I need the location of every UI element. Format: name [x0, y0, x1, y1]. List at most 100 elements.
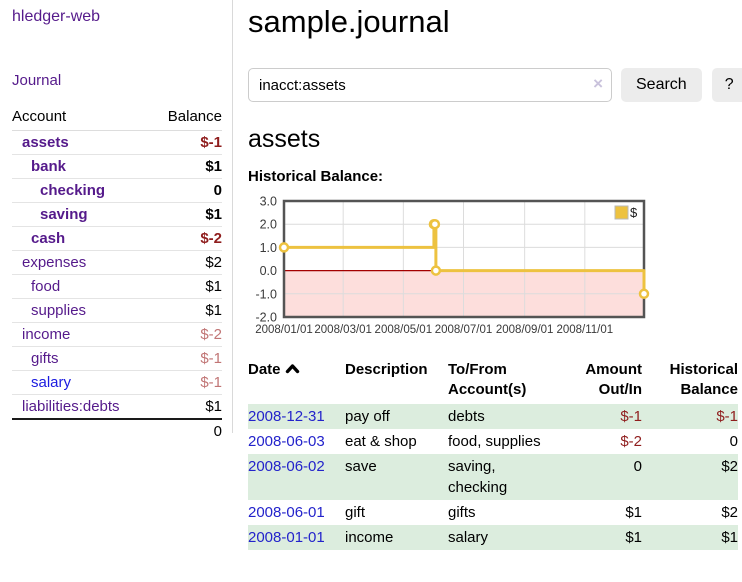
- register-header-description: Description: [345, 361, 428, 378]
- x-tick-label: 2008/01/01: [255, 324, 313, 336]
- data-point: [638, 288, 650, 300]
- register-header-accounts: To/From Account(s): [448, 361, 527, 398]
- register-header-date[interactable]: Date: [248, 360, 345, 404]
- transaction-amount: $-2: [620, 433, 642, 450]
- search-input[interactable]: [248, 68, 612, 102]
- accounts-header-balance: Balance: [151, 105, 222, 131]
- y-tick-label: -1.0: [255, 287, 277, 301]
- transaction-balance: 0: [729, 433, 738, 450]
- account-balance: $1: [151, 394, 222, 419]
- y-tick-label: 3.0: [260, 195, 277, 209]
- account-row: salary $-1: [12, 370, 222, 395]
- account-link[interactable]: food: [31, 278, 61, 295]
- transaction-row[interactable]: 2008-01-01 income salary $1 $1: [248, 525, 738, 550]
- transaction-date-link[interactable]: 2008-06-02: [248, 458, 325, 475]
- transaction-description: save: [345, 454, 448, 500]
- transaction-description: income: [345, 525, 448, 550]
- main-content: sample.journal × Search ? assets Histori…: [233, 0, 742, 550]
- account-row: liabilities:debts $1: [12, 394, 222, 419]
- transaction-row[interactable]: 2008-06-02 save saving, checking 0 $2: [248, 454, 738, 500]
- account-link[interactable]: saving: [40, 206, 88, 223]
- legend-swatch: [614, 205, 629, 220]
- account-link[interactable]: income: [22, 326, 71, 343]
- transaction-amount: $-1: [560, 404, 642, 429]
- transaction-balance: $2: [721, 504, 738, 521]
- legend-label: $: [630, 205, 638, 220]
- account-row: cash $-2: [12, 226, 222, 251]
- transaction-description: pay off: [345, 404, 448, 429]
- register-table: Date Description To/From Account(s) Amou…: [248, 360, 738, 550]
- data-point: [430, 265, 442, 276]
- transaction-accounts: salary: [448, 525, 560, 550]
- transaction-row[interactable]: 2008-12-31 pay off debts $-1 $-1: [248, 404, 738, 429]
- account-balance: $-1: [200, 134, 222, 151]
- account-balance: $-2: [151, 226, 222, 251]
- sort-ascending-icon: [285, 364, 299, 374]
- transaction-accounts: debts: [448, 404, 560, 429]
- search-button[interactable]: Search: [621, 68, 702, 102]
- transaction-amount: 0: [560, 454, 642, 500]
- account-balance: $1: [151, 274, 222, 299]
- sidebar-item-journal[interactable]: Journal: [12, 72, 62, 89]
- account-balance: $-2: [151, 322, 222, 347]
- account-balance: $-1: [151, 346, 222, 371]
- clear-search-icon[interactable]: ×: [593, 74, 603, 93]
- accounts-total-row: 0: [12, 418, 222, 444]
- account-row: gifts $-1: [12, 346, 222, 371]
- transaction-accounts: gifts: [448, 504, 476, 521]
- account-link[interactable]: salary: [31, 374, 72, 391]
- data-point: [429, 218, 441, 230]
- historical-balance-chart: $3.0 2.0 1.0 0.0 -1.0 -2.0 2008/01/01 2008/03/0…: [248, 194, 742, 344]
- account-row: saving $1: [12, 202, 222, 227]
- y-tick-label: 1.0: [260, 241, 277, 255]
- y-tick-label: -2.0: [255, 311, 277, 325]
- account-row: bank $1: [12, 154, 222, 179]
- transaction-balance: $-1: [642, 404, 738, 429]
- x-tick-label: 2008/05/01: [375, 324, 433, 336]
- data-point: [278, 242, 290, 253]
- register-header-balance: Historical Balance: [669, 361, 738, 398]
- account-link[interactable]: checking: [40, 182, 106, 199]
- transaction-accounts: saving, checking: [448, 454, 560, 500]
- register-header-amount: Amount Out/In: [585, 361, 642, 398]
- help-button[interactable]: ?: [711, 68, 742, 102]
- account-row: food $1: [12, 274, 222, 299]
- transaction-date-link[interactable]: 2008-06-01: [248, 504, 325, 521]
- account-link[interactable]: cash: [31, 230, 66, 247]
- account-link[interactable]: bank: [31, 158, 67, 175]
- account-row: assets $-1: [12, 131, 222, 155]
- transaction-row[interactable]: 2008-06-03 eat & shop food, supplies $-2…: [248, 429, 738, 454]
- y-tick-label: 0.0: [260, 264, 277, 278]
- transaction-balance: $2: [642, 454, 738, 500]
- account-link[interactable]: supplies: [31, 302, 87, 319]
- transaction-date-link[interactable]: 2008-06-03: [248, 433, 325, 450]
- transaction-accounts: food, supplies: [448, 433, 541, 450]
- transaction-amount: $1: [560, 525, 642, 550]
- app-title-link[interactable]: hledger-web: [12, 8, 101, 25]
- account-link[interactable]: liabilities:debts: [22, 398, 120, 415]
- app-layout: hledger-web Journal Account Balance asse…: [0, 0, 742, 550]
- account-row: income $-2: [12, 322, 222, 347]
- account-heading: assets: [248, 125, 321, 153]
- account-link[interactable]: gifts: [31, 350, 59, 367]
- account-link[interactable]: assets: [22, 134, 69, 151]
- account-balance: 0: [151, 178, 222, 203]
- page-title: sample.journal: [248, 4, 450, 39]
- account-row: checking 0: [12, 178, 222, 203]
- sidebar: hledger-web Journal Account Balance asse…: [0, 0, 233, 444]
- account-link[interactable]: expenses: [22, 254, 87, 271]
- x-tick-label: 2008/07/01: [435, 324, 493, 336]
- transaction-amount: $1: [625, 504, 642, 521]
- transaction-date-link[interactable]: 2008-01-01: [248, 529, 325, 546]
- account-balance: $1: [151, 202, 222, 227]
- x-tick-label: 2008/03/01: [314, 324, 372, 336]
- account-balance: $2: [151, 250, 222, 275]
- transaction-date-link[interactable]: 2008-12-31: [248, 408, 325, 425]
- y-tick-label: 2.0: [260, 218, 277, 232]
- x-tick-label: 2008/11/01: [556, 324, 613, 336]
- accounts-total-value: 0: [151, 418, 222, 444]
- transaction-row[interactable]: 2008-06-01 gift gifts $1 $2: [248, 500, 738, 525]
- transaction-description: gift: [345, 504, 366, 521]
- plot-border: [282, 199, 646, 319]
- chart-title: Historical Balance:: [248, 168, 384, 185]
